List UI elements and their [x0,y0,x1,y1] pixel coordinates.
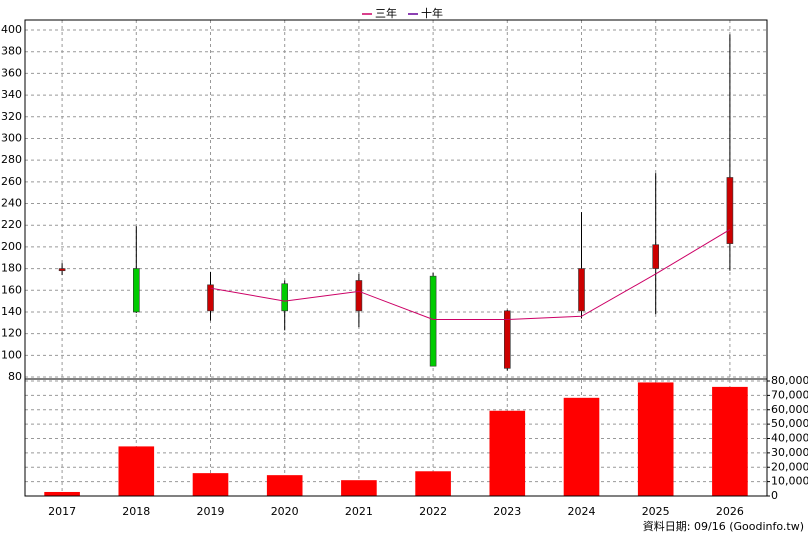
volume-bar [489,410,526,496]
volume-bar [341,480,377,496]
y-tick-label: 240 [1,197,22,210]
volume-bar [563,397,600,496]
candle-body [281,283,289,312]
y2-tick-label: 10,000 [771,475,808,488]
candle-body [355,280,363,312]
y-tick-label: 280 [1,153,22,166]
y-tick-label: 160 [1,283,22,296]
x-tick-label: 2017 [48,505,76,518]
candle-body [503,310,511,369]
y2-tick-label: 70,000 [771,388,808,401]
x-tick-label: 2021 [345,505,373,518]
y2-tick-label: 50,000 [771,417,808,430]
y2-tick-label: 30,000 [771,446,808,459]
candle-body [578,268,585,312]
x-tick-label: 2022 [419,505,447,518]
footer: 資料日期: 09/16 (Goodinfo.tw) [643,519,804,533]
line-series [210,229,731,321]
volume-bar [266,475,303,496]
y-tick-label: 120 [1,327,22,340]
y-tick-label: 200 [1,240,22,253]
candle-body [652,244,660,269]
y-tick-label: 400 [1,23,22,36]
y-tick-label: 140 [1,305,22,318]
candle-body [58,268,66,272]
candle-body [207,284,214,312]
y-tick-label: 220 [1,218,22,231]
candle-body [726,177,734,244]
y2-tick-label: 80,000 [771,374,808,387]
x-tick-label: 2019 [197,505,225,518]
x-tick-label: 2025 [642,505,670,518]
x-tick-label: 2018 [122,505,150,518]
y-tick-label: 100 [1,348,22,361]
y-tick-label: 300 [1,131,22,144]
y-tick-label: 180 [1,262,22,275]
legend-label: 十年 [421,6,443,20]
volume-bar [637,382,674,496]
volume-bar [192,473,229,496]
y-tick-label: 320 [1,110,22,123]
x-tick-label: 2024 [568,505,596,518]
y-tick-label: 360 [1,66,22,79]
y-tick-label: 260 [1,175,22,188]
legend-label: 三年 [375,6,397,20]
y2-tick-label: 20,000 [771,460,808,473]
x-tick-label: 2023 [493,505,521,518]
y-tick-label: 80 [8,370,22,383]
x-tick-label: 2020 [271,505,299,518]
x-tick-label: 2026 [716,505,744,518]
volume-bar [44,491,80,496]
candle-body [429,275,437,367]
y2-tick-label: 40,000 [771,432,808,445]
y2-tick-label: 60,000 [771,403,808,416]
volume-bar [118,446,155,496]
y-tick-label: 380 [1,45,22,58]
y-tick-label: 340 [1,88,22,101]
volume-bar [712,386,748,496]
volume-bar [415,471,451,496]
y2-tick-label: 0 [771,489,778,502]
candle-body [133,268,140,313]
plot-frame [24,19,768,497]
